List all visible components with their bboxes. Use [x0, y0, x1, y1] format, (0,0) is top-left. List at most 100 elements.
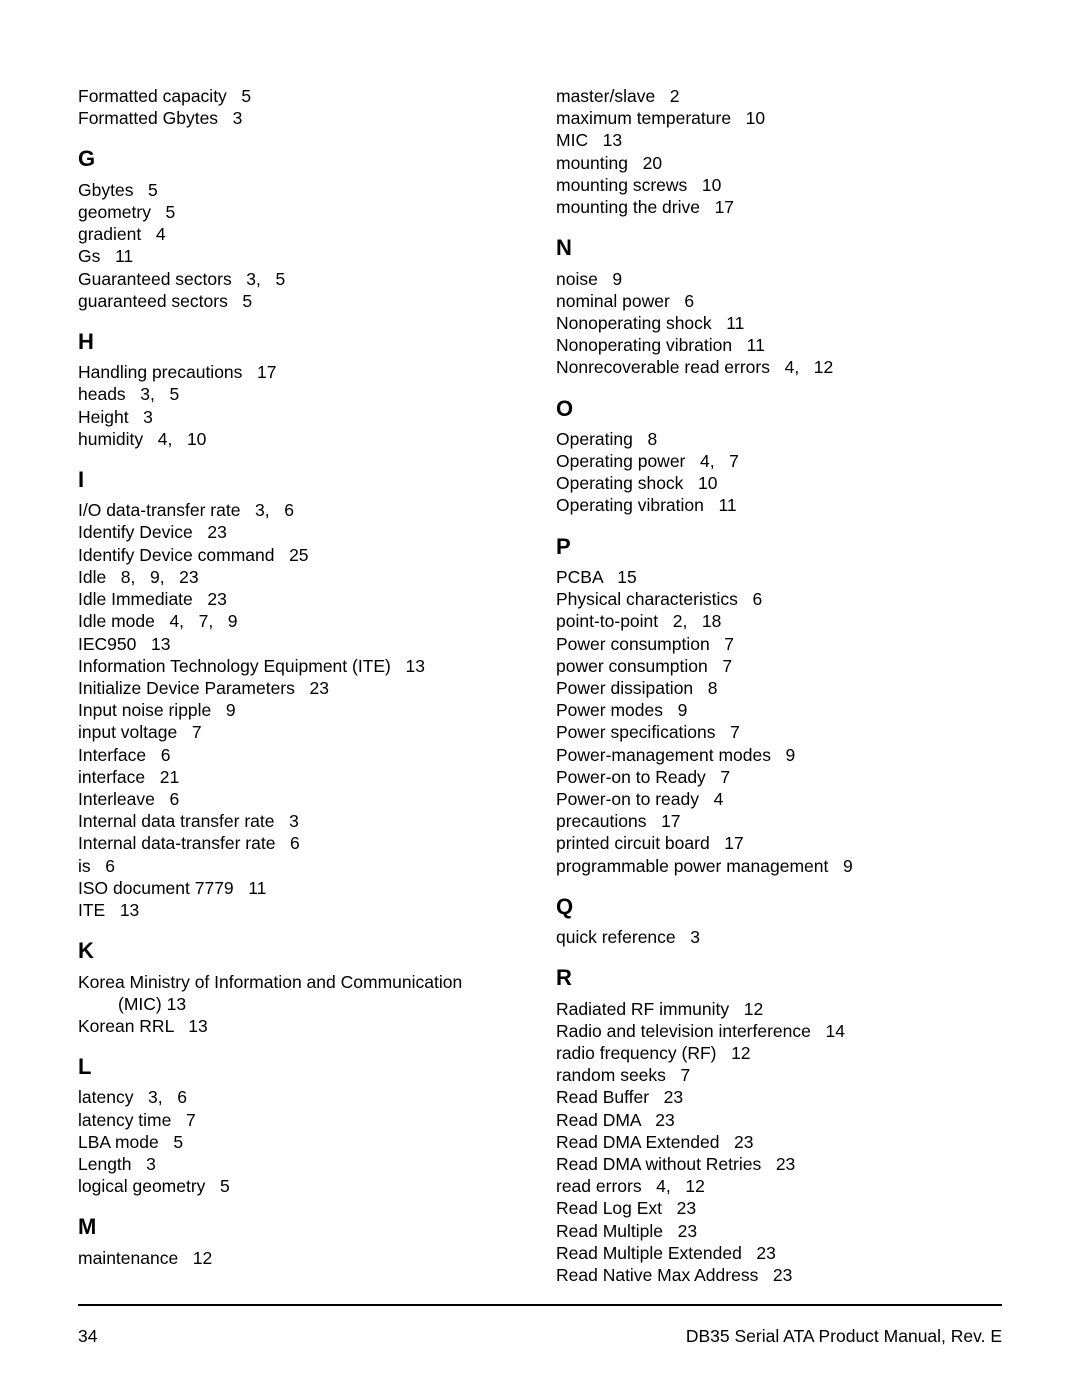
index-term: Power consumption	[556, 634, 710, 654]
index-entry: Physical characteristics 6	[556, 588, 1002, 610]
index-term: Power specifications	[556, 722, 716, 742]
index-pages: 23	[662, 1198, 696, 1218]
index-pages: 4, 10	[143, 429, 206, 449]
index-term: Read Native Max Address	[556, 1265, 758, 1285]
index-term: Initialize Device Parameters	[78, 678, 295, 698]
index-entry: Operating shock 10	[556, 472, 1002, 494]
index-term: MIC	[556, 130, 588, 150]
index-pages: 12	[729, 999, 763, 1019]
index-letter: O	[556, 397, 1002, 421]
index-entry: Idle mode 4, 7, 9	[78, 610, 524, 632]
index-pages: 3, 5	[126, 384, 180, 404]
index-pages: 6	[670, 291, 694, 311]
index-term: Idle	[78, 567, 106, 587]
index-term: Korea Ministry of Information and Commun…	[78, 972, 462, 992]
index-letter: P	[556, 535, 1002, 559]
index-letter: I	[78, 468, 524, 492]
index-pages: 11	[732, 335, 765, 355]
index-pages: 3	[275, 811, 299, 831]
index-entry: interface 21	[78, 766, 524, 788]
index-entry: Height 3	[78, 406, 524, 428]
index-term: Formatted capacity	[78, 86, 227, 106]
index-entry: point-to-point 2, 18	[556, 610, 1002, 632]
index-pages: 12	[178, 1248, 212, 1268]
index-pages: 23	[193, 589, 227, 609]
index-term: Power-on to ready	[556, 789, 699, 809]
index-term: precautions	[556, 811, 646, 831]
index-term: Nonoperating shock	[556, 313, 712, 333]
index-pages: 2	[655, 86, 679, 106]
index-entry: mounting the drive 17	[556, 196, 1002, 218]
index-term: mounting	[556, 153, 628, 173]
index-entry: is 6	[78, 855, 524, 877]
index-entry: IEC950 13	[78, 633, 524, 655]
left-column: Formatted capacity 5Formatted Gbytes 3GG…	[78, 85, 524, 1357]
index-term: Gs	[78, 246, 100, 266]
index-entry: Interleave 6	[78, 788, 524, 810]
index-pages: 4, 12	[770, 357, 833, 377]
index-entry: Nonoperating vibration 11	[556, 334, 1002, 356]
index-term: maintenance	[78, 1248, 178, 1268]
index-term: input voltage	[78, 722, 177, 742]
index-entry: Identify Device 23	[78, 521, 524, 543]
index-entry: latency 3, 6	[78, 1086, 524, 1108]
index-entry: Read Log Ext 23	[556, 1197, 1002, 1219]
index-pages: 11	[234, 878, 267, 898]
index-pages: 6	[91, 856, 115, 876]
index-term: IEC950	[78, 634, 136, 654]
index-term: LBA mode	[78, 1132, 159, 1152]
index-term: quick reference	[556, 927, 676, 947]
index-entry: humidity 4, 10	[78, 428, 524, 450]
index-entry: Formatted Gbytes 3	[78, 107, 524, 129]
index-entry: Read Native Max Address 23	[556, 1264, 1002, 1286]
index-pages: 17	[646, 811, 680, 831]
index-term: Gbytes	[78, 180, 133, 200]
index-term: master/slave	[556, 86, 655, 106]
index-entry: Read DMA Extended 23	[556, 1131, 1002, 1153]
index-term: Nonoperating vibration	[556, 335, 732, 355]
index-term: Guaranteed sectors	[78, 269, 232, 289]
index-entry: Interface 6	[78, 744, 524, 766]
index-pages: 20	[628, 153, 662, 173]
index-pages: 3	[218, 108, 242, 128]
index-entry: random seeks 7	[556, 1064, 1002, 1086]
index-term: mounting screws	[556, 175, 687, 195]
index-entry: logical geometry 5	[78, 1175, 524, 1197]
index-term: Handling precautions	[78, 362, 242, 382]
index-term: Physical characteristics	[556, 589, 738, 609]
index-pages: 23	[742, 1243, 776, 1263]
index-term: Operating shock	[556, 473, 683, 493]
index-pages: 7	[708, 656, 732, 676]
index-entry: Read Multiple Extended 23	[556, 1242, 1002, 1264]
index-term: Power dissipation	[556, 678, 693, 698]
index-term: printed circuit board	[556, 833, 710, 853]
index-pages: 3	[129, 407, 153, 427]
index-term: Korean RRL	[78, 1016, 174, 1036]
index-entry: mounting 20	[556, 152, 1002, 174]
index-pages: 10	[731, 108, 765, 128]
index-letter: R	[556, 966, 1002, 990]
index-entry: Nonoperating shock 11	[556, 312, 1002, 334]
index-entry: Operating 8	[556, 428, 1002, 450]
index-pages: 6	[275, 833, 299, 853]
index-entry: Identify Device command 25	[78, 544, 524, 566]
index-entry: Power modes 9	[556, 699, 1002, 721]
index-pages: 12	[716, 1043, 750, 1063]
index-term: Length	[78, 1154, 132, 1174]
index-pages: 8	[633, 429, 657, 449]
index-entry: MIC 13	[556, 129, 1002, 151]
index-term: read errors	[556, 1176, 642, 1196]
index-pages: 11	[704, 495, 737, 515]
index-term: programmable power management	[556, 856, 828, 876]
index-entry: precautions 17	[556, 810, 1002, 832]
index-pages: 6	[146, 745, 170, 765]
footer-rule	[78, 1304, 1002, 1306]
index-pages: 10	[687, 175, 721, 195]
index-entry: programmable power management 9	[556, 855, 1002, 877]
index-pages: 21	[145, 767, 179, 787]
index-entry: Operating power 4, 7	[556, 450, 1002, 472]
index-entry: master/slave 2	[556, 85, 1002, 107]
index-term: point-to-point	[556, 611, 658, 631]
index-pages: 23	[663, 1221, 697, 1241]
index-pages: 5	[159, 1132, 183, 1152]
